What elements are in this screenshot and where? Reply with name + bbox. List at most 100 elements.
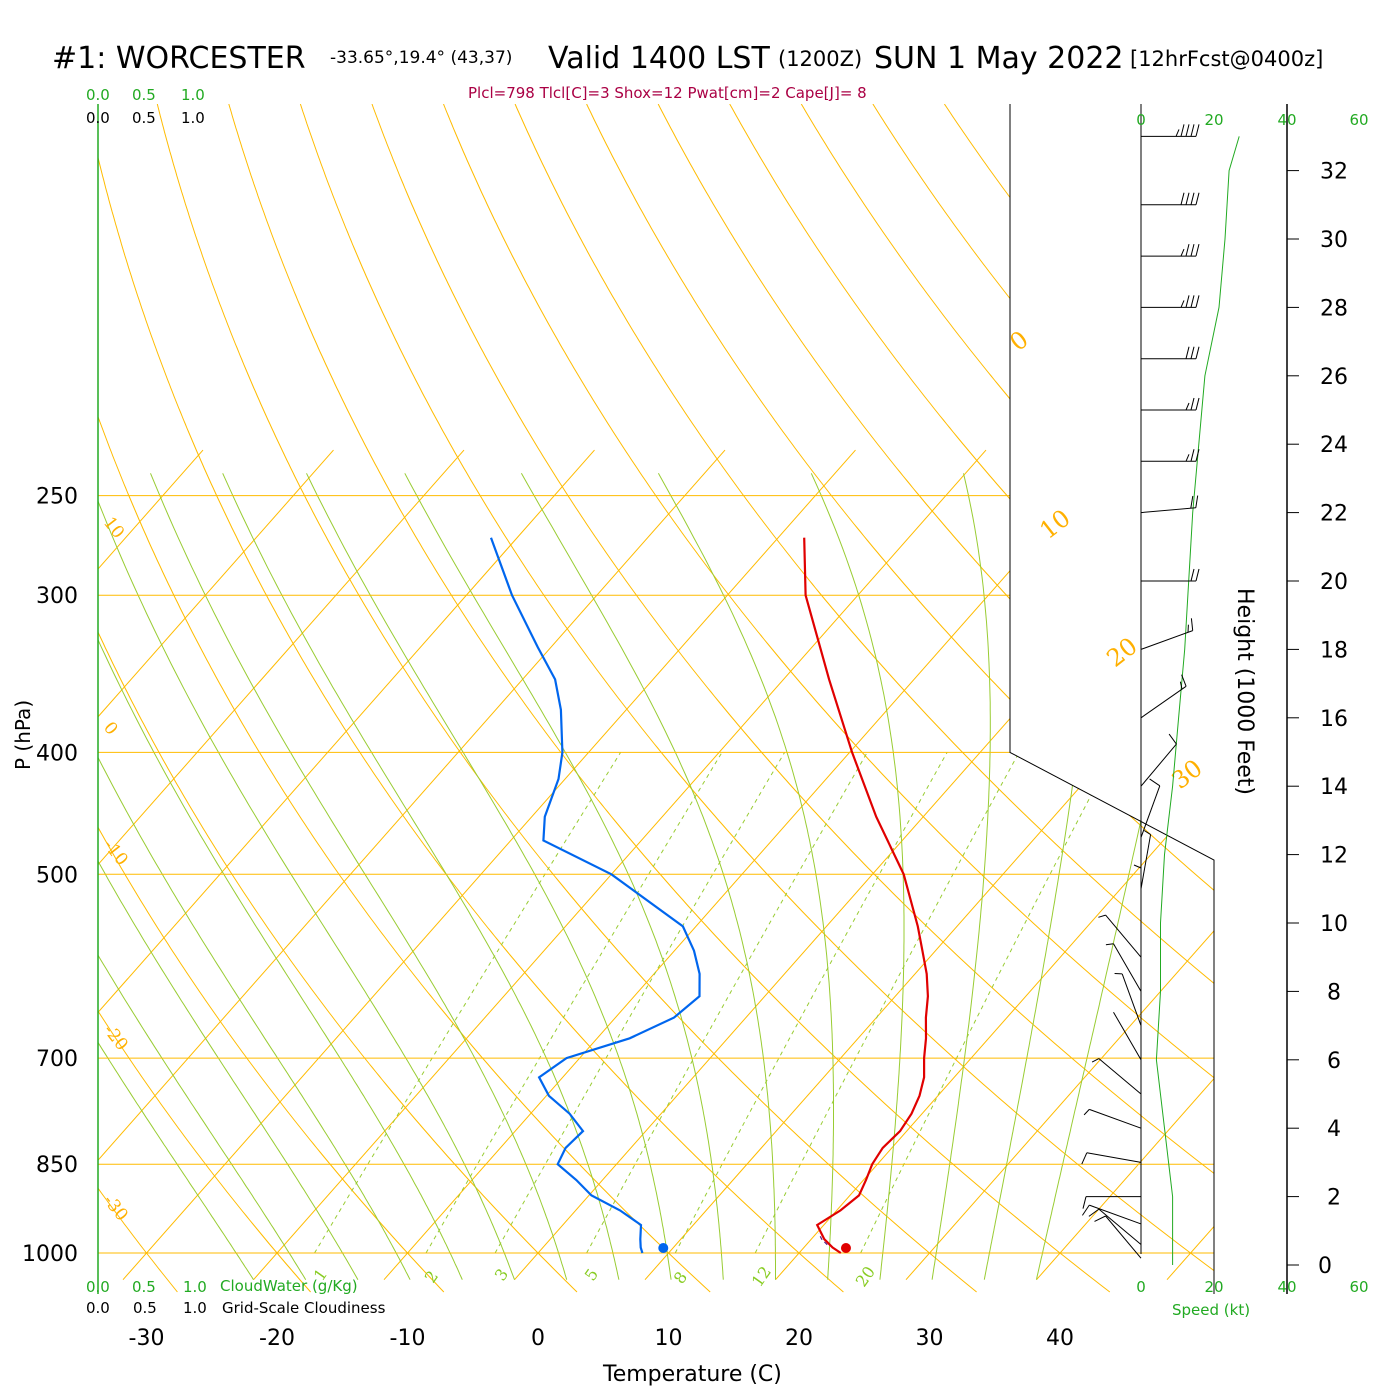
- wind-barb-shaft: [1098, 1208, 1142, 1245]
- moist-adiabat-line: [98, 473, 463, 1280]
- mixing-ratio-line: [674, 752, 948, 1254]
- wind-barb-flag: [1143, 830, 1151, 836]
- cloudiness-scale-top-2: 1.0: [181, 109, 205, 127]
- dry-adiabat-line: [1158, 104, 1214, 1293]
- moist-adiabat-line: [404, 473, 724, 1280]
- mixing-ratio-label: 5: [581, 1265, 602, 1284]
- temperature-tick-label: -10: [390, 1326, 426, 1351]
- dry-adiabat-line: [371, 104, 1214, 1293]
- stability-indices: Plcl=798 Tlcl[C]=3 Shox=12 Pwat[cm]=2 Ca…: [468, 84, 867, 102]
- speed-tick-top: 60: [1349, 111, 1368, 129]
- mixing-ratio-line: [754, 752, 1020, 1254]
- dry-adiabat-line: [1302, 104, 1400, 1292]
- isotherm-line: [775, 449, 1214, 1281]
- wind-barb-flag: [1190, 618, 1194, 631]
- wind-barb-shaft: [1140, 834, 1152, 889]
- wind-barb-flag: [1088, 1208, 1100, 1217]
- wind-barb-shaft: [1140, 785, 1161, 838]
- wind-barb-flag: [1168, 733, 1177, 745]
- moist-adiabat-line: [98, 473, 307, 1280]
- wind-barb: [1091, 1058, 1142, 1095]
- height-axis-label: Height (1000 Feet): [1232, 588, 1257, 795]
- wind-barb: [1141, 568, 1200, 582]
- temperature-tick-label: 30: [916, 1326, 944, 1351]
- wind-barb-flag: [1185, 295, 1190, 308]
- wind-barb: [1140, 733, 1177, 787]
- wind-barb-shaft: [1140, 630, 1193, 650]
- wind-barb-flag: [1180, 192, 1185, 205]
- wind-barb-flag: [1190, 295, 1195, 308]
- wind-barb-flag: [1195, 568, 1200, 582]
- dry-adiabat-line: [943, 104, 1214, 1293]
- wind-barb-flag: [1081, 1204, 1090, 1216]
- height-tick-label: 26: [1320, 365, 1348, 390]
- wind-barb: [1114, 973, 1142, 1026]
- temperature-tick-label: 20: [785, 1326, 813, 1351]
- isotherm-line: [98, 449, 204, 1281]
- wind-barb: [1141, 124, 1200, 137]
- right-isotherm-label: 10: [1034, 504, 1075, 545]
- surface-temperature-point: [840, 1243, 851, 1253]
- chart-header: #1: WORCESTER -33.65°,19.4° (43,37) Vali…: [0, 0, 1400, 110]
- dry-adiabat-line: [1015, 104, 1214, 1293]
- dry-adiabat-line: [514, 104, 1214, 1293]
- wind-barb: [1140, 618, 1194, 650]
- wind-panel: 0020204040606002468101214161820222426283…: [1081, 104, 1369, 1296]
- height-tick-label: 28: [1320, 296, 1348, 321]
- speed-tick-top: 40: [1277, 111, 1296, 129]
- temperature-tick-label: -30: [129, 1326, 165, 1351]
- wind-barb-flag: [1185, 124, 1190, 137]
- wind-barb: [1140, 674, 1187, 719]
- wind-speed-profile: [1155, 136, 1240, 1265]
- pressure-tick-label: 850: [36, 1153, 78, 1178]
- height-tick-label: 14: [1320, 775, 1348, 800]
- cloudwater-scale-bottom-1: 0.5: [132, 1278, 156, 1296]
- dry-adiabat-line: [729, 104, 1214, 1293]
- moist-adiabat-line: [306, 473, 672, 1280]
- wind-barb-flag: [1195, 449, 1200, 462]
- skewt-background-lines: [97, 104, 1400, 1294]
- speed-tick-bottom: 20: [1204, 1278, 1223, 1296]
- cloudiness-title: Grid-Scale Cloudiness: [222, 1299, 386, 1317]
- dry-adiabat-line: [228, 104, 1111, 1293]
- wind-barb: [1133, 864, 1142, 923]
- dry-adiabat-line: [800, 104, 1214, 1293]
- wind-barb-shaft: [1098, 1058, 1142, 1095]
- isotherm-line: [1166, 449, 1214, 1281]
- height-tick-label: 30: [1320, 228, 1348, 253]
- temperature-tick-label: -20: [259, 1326, 295, 1351]
- pressure-tick-label: 700: [36, 1047, 78, 1072]
- pressure-tick-label: 500: [36, 863, 78, 888]
- dry-adiabat-line: [586, 104, 1214, 1293]
- cloudwater-scale-top-2: 1.0: [181, 86, 205, 104]
- wind-barb-shaft: [1113, 1011, 1142, 1061]
- isotherm-line: [98, 449, 726, 1281]
- wind-barb: [1083, 1108, 1142, 1129]
- wind-barb-shaft: [1113, 943, 1142, 992]
- wind-barb-flag: [1190, 495, 1194, 509]
- wind-barb-flag: [1195, 346, 1200, 359]
- wind-barb: [1082, 1196, 1141, 1209]
- wind-barb-flag: [1133, 864, 1142, 869]
- wind-barb-flag: [1190, 449, 1195, 462]
- mixing-ratio-label: 2: [421, 1267, 442, 1286]
- height-tick-label: 4: [1327, 1117, 1341, 1142]
- wind-barb-flag: [1185, 346, 1190, 359]
- moist-adiabat-line: [98, 473, 359, 1280]
- isotherm-line: [644, 449, 1214, 1281]
- wind-barb-flag: [1190, 346, 1195, 359]
- pressure-tick-label: 250: [36, 485, 78, 510]
- height-tick-label: 0: [1318, 1254, 1332, 1279]
- station-coords: -33.65°,19.4° (43,37): [330, 48, 512, 68]
- isotherm-line: [1298, 450, 1400, 1280]
- isotherm-label: -10: [99, 836, 132, 870]
- height-tick-label: 8: [1327, 980, 1341, 1005]
- dry-adiabat-line: [98, 104, 711, 1293]
- cloudiness-scale-top-0: 0.0: [86, 109, 110, 127]
- wind-barb-flag: [1185, 402, 1190, 411]
- wind-barb-flag: [1181, 674, 1187, 687]
- wind-barb: [1141, 192, 1200, 206]
- dry-adiabat-line: [98, 104, 844, 1293]
- moist-adiabat-line: [98, 473, 411, 1280]
- dry-adiabat-line: [98, 104, 311, 1293]
